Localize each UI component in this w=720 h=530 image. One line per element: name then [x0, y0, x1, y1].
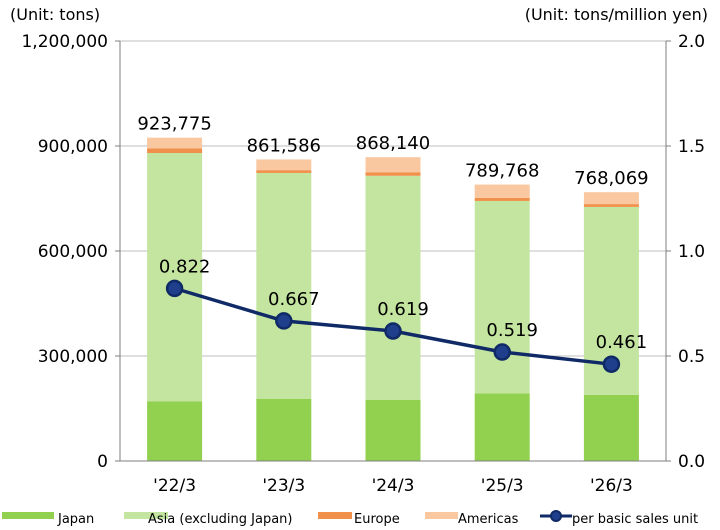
legend-label: Japan	[57, 512, 94, 527]
ratio-point	[493, 343, 511, 361]
right-tick-label: 0.0	[678, 452, 705, 472]
total-labels: 923,775 861,586 868,140 789,768 768,069	[137, 114, 648, 189]
left-tick-label: 600,000	[38, 242, 108, 262]
bar-europe	[147, 148, 203, 153]
legend-label: per basic sales unit	[572, 512, 698, 527]
legend-swatch	[425, 512, 458, 519]
legend-swatch	[318, 512, 352, 519]
total-label: 768,069	[574, 168, 648, 189]
bar-europe	[256, 170, 312, 173]
bar-americas	[365, 157, 421, 173]
legend: Japan Asia (excluding Japan) Europe America…	[2, 510, 698, 527]
bar-americas	[147, 137, 203, 149]
x-tick-label: '25/3	[481, 476, 524, 496]
x-tick-label: '24/3	[372, 476, 415, 496]
ratio-point	[602, 355, 621, 373]
legend-line-marker	[550, 510, 562, 522]
x-tick-label: '26/3	[590, 476, 633, 496]
bar-americas	[474, 184, 530, 198]
right-tick-label: 2.0	[678, 32, 705, 52]
left-tick-label: 900,000	[38, 137, 108, 157]
left-tick-label: 1,200,000	[21, 32, 108, 52]
ratio-point	[165, 279, 184, 298]
total-label: 861,586	[247, 135, 321, 156]
bar-asia-excluding-japan	[474, 200, 530, 394]
bars	[147, 137, 639, 461]
bar-asia-excluding-japan	[256, 172, 312, 399]
bar-americas	[256, 159, 312, 171]
total-label: 868,140	[356, 133, 430, 154]
x-tick-label: '22/3	[153, 476, 196, 496]
legend-label: Europe	[354, 512, 400, 527]
bar-japan	[256, 398, 312, 461]
ratio-point	[275, 312, 293, 330]
left-axis-ticks: 0 300,000 600,000 900,000 1,200,000	[21, 32, 108, 472]
bar-japan	[583, 394, 639, 461]
ratio-line: 0.822 0.667 0.619 0.519 0.461	[159, 256, 648, 373]
total-label: 923,775	[137, 114, 211, 135]
bar-asia-excluding-japan	[365, 175, 421, 400]
legend-label: Americas	[458, 512, 519, 527]
left-tick-label: 0	[97, 452, 108, 472]
x-tick-label: '23/3	[262, 476, 305, 496]
ratio-label: 0.461	[596, 332, 648, 353]
axes	[115, 40, 671, 462]
x-axis-ticks: '22/3 '23/3 '24/3 '25/3 '26/3	[153, 476, 633, 496]
legend-swatch	[124, 512, 168, 519]
legend-label: Asia (excluding Japan)	[148, 512, 293, 527]
bar-europe	[474, 197, 530, 201]
bar-japan	[147, 401, 203, 461]
ratio-label: 0.619	[377, 299, 429, 320]
ratio-label: 0.822	[159, 256, 211, 277]
left-axis-unit: (Unit: tons)	[10, 5, 100, 24]
bar-europe	[583, 204, 639, 207]
ratio-label: 0.667	[268, 289, 320, 310]
bar-japan	[365, 399, 421, 461]
right-axis-unit: (Unit: tons/million yen)	[525, 5, 708, 24]
total-label: 789,768	[465, 161, 539, 182]
right-tick-label: 1.0	[678, 242, 705, 262]
right-axis-ticks: 0.0 0.5 1.0 1.5 2.0	[678, 32, 705, 472]
bar-japan	[474, 393, 530, 461]
ratio-point	[384, 322, 402, 340]
bar-europe	[365, 172, 421, 176]
bar-asia-excluding-japan	[147, 153, 203, 402]
right-tick-label: 0.5	[678, 347, 705, 367]
legend-swatch	[2, 512, 54, 519]
bar-americas	[583, 192, 639, 205]
left-tick-label: 300,000	[38, 347, 108, 367]
right-tick-label: 1.5	[678, 137, 705, 157]
ratio-label: 0.519	[486, 320, 538, 341]
